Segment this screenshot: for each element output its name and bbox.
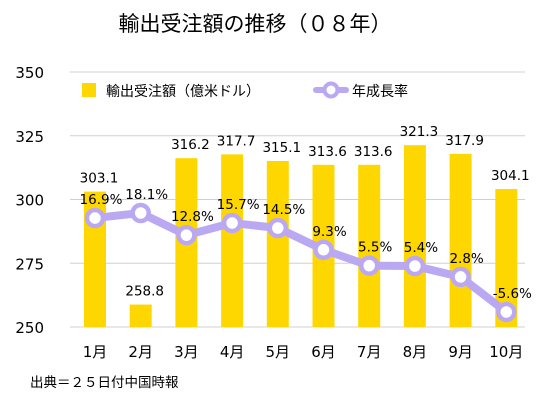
x-tick-label: 7月 [357,343,382,361]
growth-line-series [84,202,517,323]
y-axis-ticks: 250 275 300 325 350 [15,64,44,337]
growth-value-label: 5.4% [404,240,438,256]
legend: 輸出受注額（億米ドル） 年成長率 [82,81,408,100]
bar-value-label: 303.1 [80,171,119,187]
growth-line [91,209,511,316]
bar-value-label: 313.6 [354,144,393,160]
bar-value-label: 313.6 [308,144,347,160]
bar-value-label: 304.1 [491,168,530,184]
data-labels: 303.1 258.8 316.2 317.7 315.1 313.6 313.6 321.3… [80,124,533,302]
bar-value-label: 321.3 [400,124,439,140]
growth-value-label: 16.9% [80,192,123,208]
y-tick-label: 325 [15,128,44,146]
growth-point [176,224,197,246]
bar [266,160,289,327]
growth-value-label: 15.7% [217,197,260,213]
x-tick-label: 5月 [266,343,291,361]
legend-label-line: 年成長率 [352,83,408,100]
bar-value-label: 317.9 [445,133,484,149]
x-tick-label: 9月 [448,343,473,361]
growth-value-label: -5.6% [493,286,532,302]
x-tick-label: 1月 [83,343,108,361]
x-tick-label: 8月 [403,343,428,361]
bar [358,164,381,327]
source-note: 出典＝２５日付中国時報 [30,375,179,391]
growth-value-label: 5.5% [358,240,392,256]
x-axis-ticks: 1月 2月 3月 4月 5月 6月 7月 8月 9月 10月 [83,343,524,361]
growth-point [221,212,243,234]
bar [449,153,472,327]
gridlines [70,71,525,328]
growth-point [130,202,151,224]
legend-label-bar: 輸出受注額（億米ドル） [106,84,260,100]
growth-point [496,301,517,323]
bar [495,189,518,327]
bar-value-label: 315.1 [262,140,301,156]
x-tick-label: 10月 [489,343,523,361]
growth-value-label: 2.8% [449,251,483,267]
growth-value-label: 18.1% [125,187,168,203]
growth-value-label: 9.3% [312,224,346,240]
growth-point [404,255,426,277]
growth-value-label: 12.8% [171,209,214,225]
growth-point [358,255,380,276]
x-tick-label: 2月 [128,343,153,361]
legend-swatch-bar [82,83,96,97]
y-tick-label: 350 [15,64,44,82]
bar-value-label: 317.7 [217,133,256,149]
chart-title: 輸出受注額の推移（０８年） [119,12,392,36]
growth-point [450,266,471,288]
growth-point [313,239,334,261]
bar [403,145,426,327]
legend-swatch-marker [322,81,340,99]
y-tick-label: 300 [15,192,44,210]
growth-point [84,207,106,229]
x-tick-label: 3月 [174,343,199,361]
bar [221,154,244,327]
y-tick-label: 275 [15,255,44,273]
x-tick-label: 4月 [220,343,245,361]
growth-point [267,217,289,239]
y-tick-label: 250 [15,319,44,337]
x-tick-label: 6月 [311,343,336,361]
growth-value-label: 14.5% [262,202,305,218]
bar-value-label: 258.8 [125,284,164,300]
bar-value-label: 316.2 [171,137,210,153]
bar [129,304,152,327]
